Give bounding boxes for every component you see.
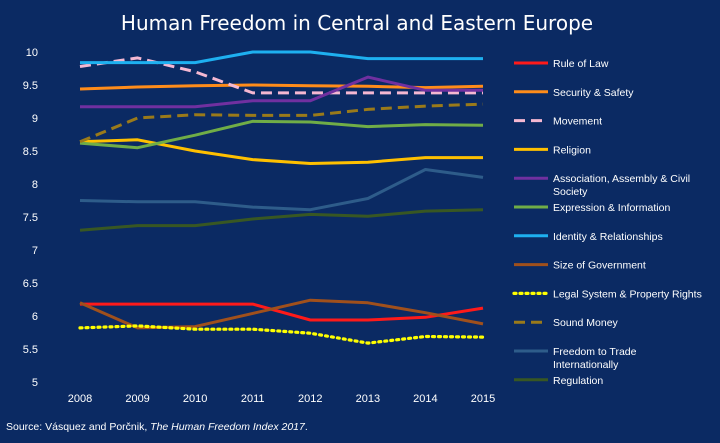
y-tick-label: 7.5	[23, 212, 38, 224]
series-line	[79, 102, 484, 144]
legend-label: Rule of Law	[553, 58, 609, 70]
x-axis: 2008 2009 2010 2011 2012 2013 2014 2015	[68, 393, 495, 405]
x-tick-label: 2014	[413, 393, 437, 405]
legend-label: Expression & Information	[553, 202, 670, 214]
series-lines	[78, 50, 485, 345]
series-line	[79, 208, 484, 232]
y-tick-label: 5	[32, 377, 38, 389]
source-prefix: Source: Vásquez and Porčnik,	[6, 421, 150, 433]
legend: Rule of Law Security & Safety Movement Reli…	[512, 58, 702, 387]
y-tick-label: 6.5	[23, 278, 38, 290]
x-tick-label: 2010	[183, 393, 207, 405]
y-tick-label: 9	[32, 113, 38, 125]
legend-label: Freedom to Trade Internationally	[553, 346, 637, 371]
x-tick-label: 2015	[471, 393, 495, 405]
series-line	[79, 56, 483, 95]
legend-label: Sound Money	[553, 317, 619, 329]
x-tick-label: 2012	[298, 393, 322, 405]
y-tick-label: 9.5	[23, 80, 38, 92]
source-note: Source: Vásquez and Porčnik, The Human F…	[6, 421, 308, 433]
legend-label: Security & Safety	[553, 87, 634, 99]
legend-label: Association, Assembly & Civil Society	[553, 173, 690, 198]
series-line	[78, 324, 485, 345]
y-tick-label: 8.5	[23, 146, 38, 158]
y-tick-label: 10	[26, 47, 38, 59]
x-tick-label: 2009	[125, 393, 149, 405]
series-line	[79, 168, 484, 212]
legend-label: Identity & Relationships	[553, 231, 663, 243]
legend-label: Size of Government	[553, 260, 646, 272]
legend-label: Regulation	[553, 375, 603, 387]
x-tick-label: 2008	[68, 393, 92, 405]
chart-title: Human Freedom in Central and Eastern Eur…	[121, 11, 593, 35]
series-line	[79, 138, 483, 165]
x-tick-label: 2011	[241, 393, 265, 405]
source-suffix: .	[305, 421, 308, 433]
legend-label: Legal System & Property Rights	[553, 288, 702, 300]
y-tick-label: 5.5	[23, 344, 38, 356]
legend-label: Religion	[553, 144, 591, 156]
y-tick-label: 7	[32, 245, 38, 257]
y-axis: 5 5.5 6 6.5 7 7.5 8 8.5 9 9.5 10	[23, 47, 38, 389]
y-tick-label: 6	[32, 311, 38, 323]
y-tick-label: 8	[32, 179, 38, 191]
legend-label: Movement	[553, 116, 602, 128]
series-line	[80, 50, 483, 65]
series-line	[80, 75, 483, 109]
series-line	[79, 119, 484, 150]
source-title: The Human Freedom Index 2017	[150, 421, 306, 433]
x-tick-label: 2013	[356, 393, 380, 405]
series-line	[80, 302, 484, 322]
